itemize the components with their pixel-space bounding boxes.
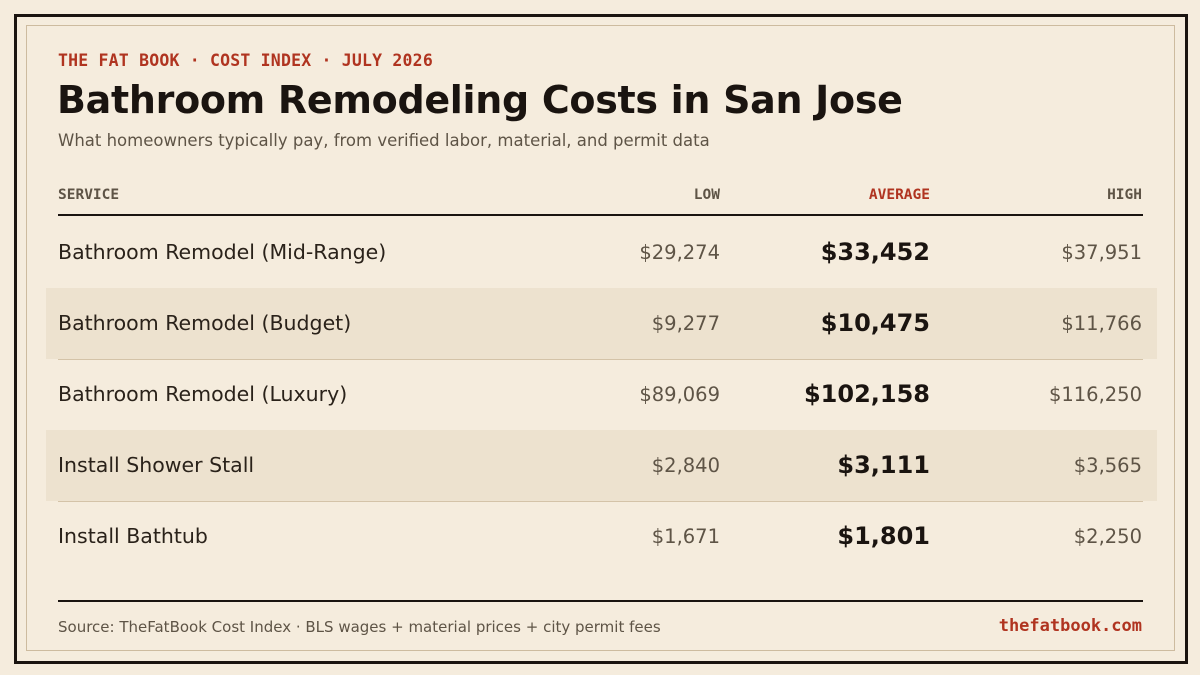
cell-average: $3,111 (837, 451, 930, 479)
row-background (46, 430, 1157, 501)
cell-service: Bathroom Remodel (Mid-Range) (58, 240, 387, 264)
cell-low: $89,069 (639, 383, 720, 406)
brand-link[interactable]: thefatbook.com (998, 616, 1142, 636)
row-background (46, 501, 1157, 572)
cell-high: $37,951 (1061, 241, 1142, 264)
row-divider (58, 359, 1143, 360)
table-row: Bathroom Remodel (Luxury) $89,069 $102,1… (0, 359, 1200, 431)
cell-low: $2,840 (651, 454, 720, 477)
cell-service: Install Shower Stall (58, 453, 255, 477)
subtitle: What homeowners typically pay, from veri… (58, 131, 710, 150)
cell-average: $1,801 (837, 522, 930, 550)
row-background (46, 288, 1157, 359)
inner-frame (26, 25, 1175, 651)
cell-high: $3,565 (1073, 454, 1142, 477)
table-row: Install Shower Stall $2,840 $3,111 $3,56… (0, 430, 1200, 502)
table-row: Install Bathtub $1,671 $1,801 $2,250 (0, 501, 1200, 572)
cell-service: Install Bathtub (58, 524, 208, 548)
page-title: Bathroom Remodeling Costs in San Jose (57, 78, 903, 122)
cell-average: $102,158 (803, 380, 930, 408)
table-row: Bathroom Remodel (Budget) $9,277 $10,475… (0, 288, 1200, 360)
row-divider (58, 501, 1143, 502)
column-header-average: AVERAGE (868, 187, 930, 203)
column-header-service: SERVICE (58, 187, 120, 203)
footer-rule (58, 600, 1143, 602)
cell-average: $10,475 (820, 309, 930, 337)
table-row: Bathroom Remodel (Mid-Range) $29,274 $33… (0, 217, 1200, 289)
cell-high: $116,250 (1048, 383, 1142, 406)
outer-frame (14, 14, 1188, 664)
cell-service: Bathroom Remodel (Luxury) (58, 382, 348, 406)
cell-low: $9,277 (651, 312, 720, 335)
cell-low: $1,671 (651, 525, 720, 548)
cell-low: $29,274 (639, 241, 720, 264)
cell-high: $2,250 (1073, 525, 1142, 548)
column-header-low: LOW (693, 187, 720, 203)
column-header-high: HIGH (1107, 187, 1142, 203)
kicker: THE FAT BOOK · COST INDEX · JULY 2026 (58, 51, 433, 70)
source-note: Source: TheFatBook Cost Index · BLS wage… (58, 618, 661, 636)
cell-high: $11,766 (1061, 312, 1142, 335)
cell-service: Bathroom Remodel (Budget) (58, 311, 352, 335)
header-rule (58, 214, 1143, 216)
cell-average: $33,452 (820, 238, 930, 266)
